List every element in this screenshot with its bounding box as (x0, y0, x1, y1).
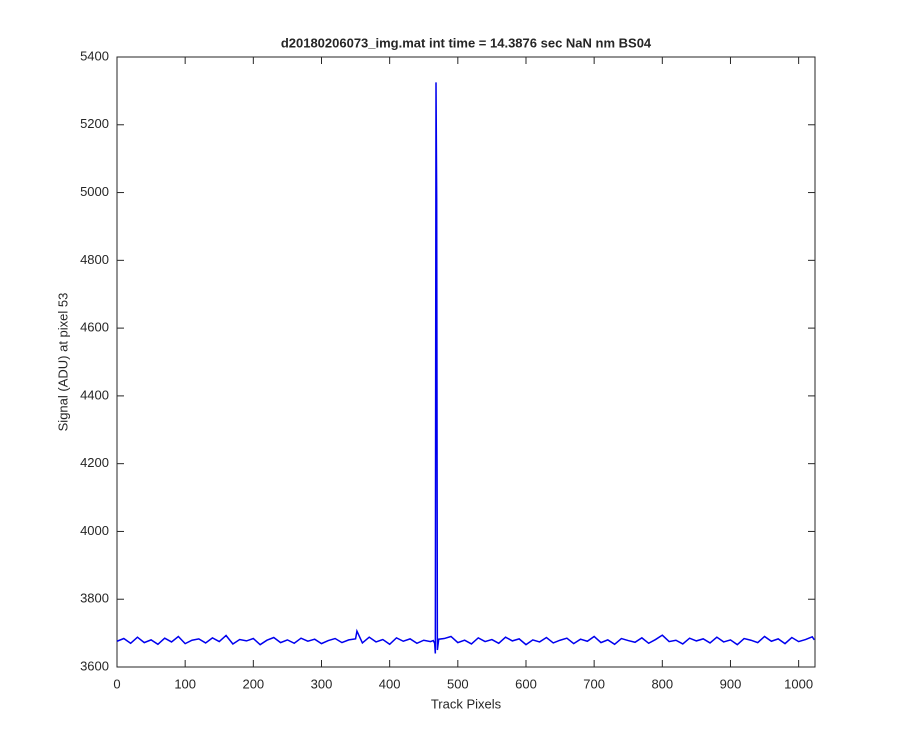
x-tick-label: 700 (583, 676, 605, 691)
x-tick-label: 400 (379, 676, 401, 691)
x-tick-label: 200 (242, 676, 264, 691)
y-tick-label: 5200 (80, 116, 109, 131)
x-tick-label: 100 (174, 676, 196, 691)
x-tick-label: 0 (113, 676, 120, 691)
x-tick-label: 600 (515, 676, 537, 691)
x-axis-label: Track Pixels (431, 696, 502, 711)
y-tick-label: 4800 (80, 252, 109, 267)
data-line (116, 82, 815, 654)
x-tick-label: 300 (311, 676, 333, 691)
y-tick-label: 5000 (80, 184, 109, 199)
x-tick-label: 500 (447, 676, 469, 691)
y-tick-label: 3800 (80, 591, 109, 606)
y-tick-label: 4600 (80, 320, 109, 335)
plot-frame (116, 56, 816, 668)
y-tick-label: 4000 (80, 523, 109, 538)
x-tick-label: 800 (651, 676, 673, 691)
y-tick-label: 5400 (80, 48, 109, 63)
chart-title: d20180206073_img.mat int time = 14.3876 … (281, 35, 652, 50)
y-tick-label: 4400 (80, 387, 109, 402)
y-axis-label: Signal (ADU) at pixel 53 (55, 293, 70, 432)
y-tick-label: 4200 (80, 455, 109, 470)
y-tick-label: 3600 (80, 658, 109, 673)
x-tick-label: 900 (720, 676, 742, 691)
x-tick-label: 1000 (784, 676, 813, 691)
